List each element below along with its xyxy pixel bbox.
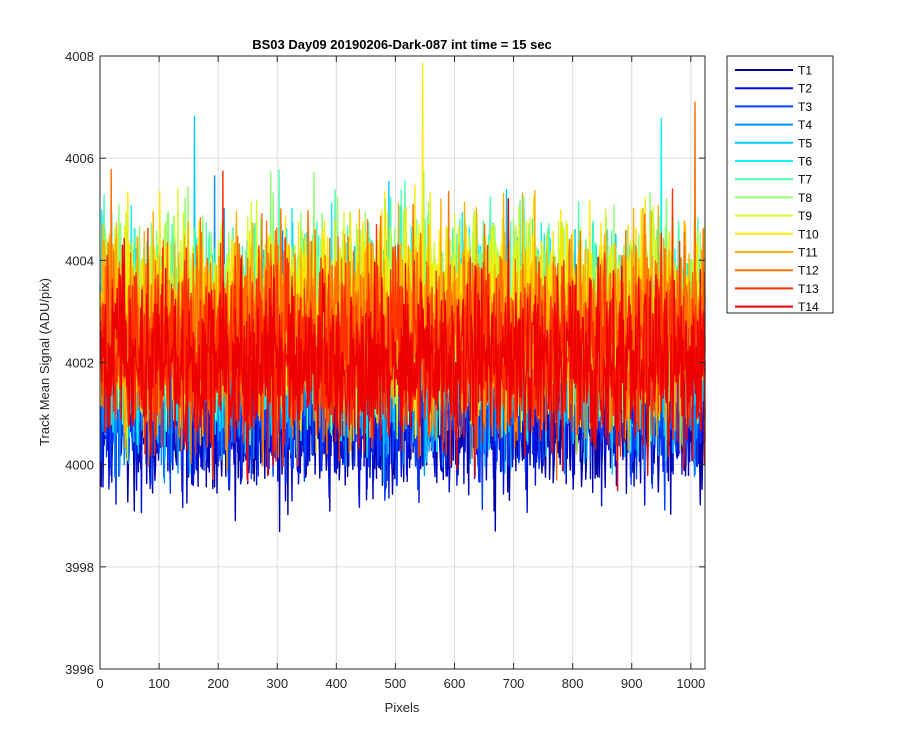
legend-label-t13: T13 [798, 282, 819, 296]
y-tick-label: 3996 [65, 662, 94, 677]
legend-label-t9: T9 [798, 209, 812, 223]
legend-label-t5: T5 [798, 136, 812, 150]
legend-label-t3: T3 [798, 100, 812, 114]
legend-label-t12: T12 [798, 264, 819, 278]
legend-label-t8: T8 [798, 191, 812, 205]
x-tick-label: 200 [207, 676, 229, 691]
x-tick-label: 300 [266, 676, 288, 691]
legend-label-t14: T14 [798, 300, 819, 314]
x-tick-label: 600 [444, 676, 466, 691]
series-layer [99, 62, 706, 533]
y-tick-label: 4008 [65, 49, 94, 64]
x-axis: 0 100 200 300 400 500 600 700 800 900 1000 [96, 56, 705, 691]
x-tick-label: 900 [621, 676, 643, 691]
x-axis-label: Pixels [385, 700, 420, 715]
legend-label-t4: T4 [798, 118, 812, 132]
x-tick-label: 800 [562, 676, 584, 691]
legend-label-t11: T11 [798, 246, 818, 260]
y-axis: 3996 3998 4000 4002 4004 4006 4008 [65, 49, 705, 677]
x-tick-label: 0 [96, 676, 103, 691]
legend-label-t7: T7 [798, 173, 812, 187]
y-tick-label: 3998 [65, 560, 94, 575]
y-axis-label: Track Mean Signal (ADU/pix) [37, 278, 52, 446]
legend-label-t6: T6 [798, 155, 812, 169]
series-line-t14 [99, 198, 706, 492]
x-tick-label: 100 [148, 676, 170, 691]
legend[interactable]: T1 T2 T3 T4 T5 T6 T7 T8 T9 T10 T11 T12 T13 T14 [726, 55, 834, 314]
y-tick-label: 4004 [65, 253, 94, 268]
y-tick-label: 4000 [65, 458, 94, 473]
x-tick-label: 400 [325, 676, 347, 691]
chart-title: BS03 Day09 20190206-Dark-087 int time = … [252, 37, 552, 52]
legend-label-t1: T1 [798, 64, 812, 78]
legend-label-t2: T2 [798, 82, 812, 96]
y-tick-label: 4006 [65, 151, 94, 166]
x-tick-label: 1000 [676, 676, 705, 691]
legend-label-t10: T10 [798, 227, 819, 241]
y-tick-label: 4002 [65, 356, 94, 371]
x-tick-label: 700 [503, 676, 525, 691]
x-tick-label: 500 [385, 676, 407, 691]
